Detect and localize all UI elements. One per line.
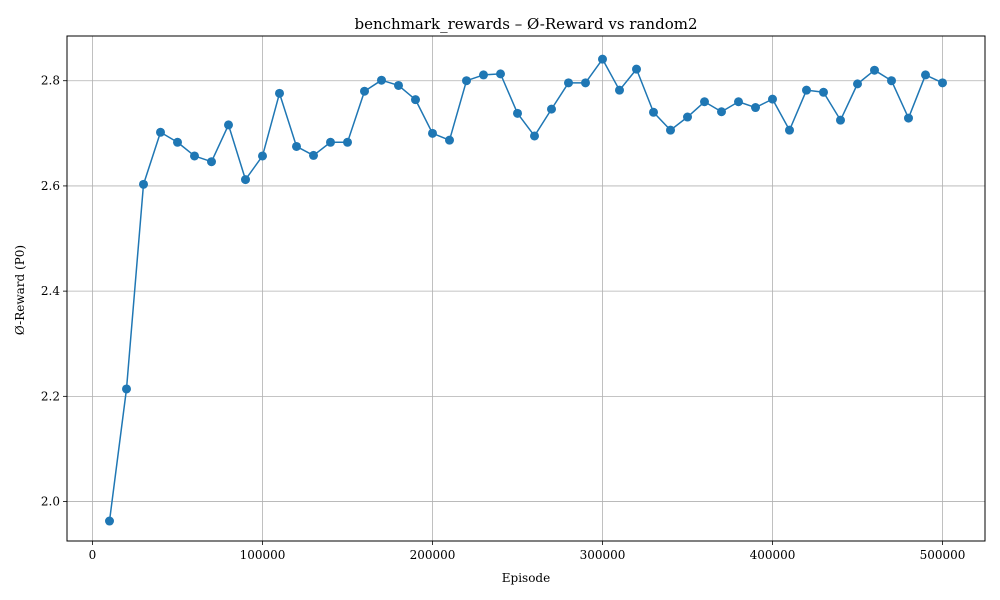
data-point <box>258 151 267 161</box>
x-tick-label: 100000 <box>240 548 286 562</box>
y-tick-label: 2.8 <box>41 74 60 88</box>
data-point <box>666 125 675 135</box>
data-point <box>275 88 284 98</box>
y-tick-label: 2.2 <box>41 389 60 403</box>
data-point <box>462 76 471 86</box>
plot-frame <box>66 35 986 542</box>
y-tick-label: 2.0 <box>41 495 60 509</box>
x-axis-label: Episode <box>502 571 550 585</box>
data-point <box>751 103 760 113</box>
data-point <box>309 150 318 160</box>
data-point <box>785 125 794 135</box>
data-point <box>887 76 896 86</box>
data-point <box>139 179 148 189</box>
data-point <box>819 87 828 97</box>
data-point <box>615 85 624 95</box>
data-point <box>224 120 233 130</box>
y-axis-label: Ø-Reward (P0) <box>13 245 27 335</box>
data-point <box>156 127 165 137</box>
data-point <box>734 97 743 107</box>
chart-title: benchmark_rewards – Ø-Reward vs random2 <box>355 15 698 33</box>
data-point <box>717 107 726 117</box>
data-point <box>411 95 420 105</box>
x-tick-label: 0 <box>89 548 97 562</box>
data-point <box>649 107 658 117</box>
series-line-layer <box>108 58 943 522</box>
data-point <box>241 175 250 185</box>
data-point <box>581 78 590 88</box>
data-point <box>547 104 556 114</box>
data-point <box>921 70 930 80</box>
data-point <box>496 69 505 79</box>
data-point <box>173 137 182 147</box>
data-point <box>853 79 862 89</box>
data-point <box>530 131 539 141</box>
data-point <box>598 54 607 64</box>
x-tick-label: 500000 <box>920 548 966 562</box>
series-markers <box>105 54 947 526</box>
data-point <box>683 112 692 122</box>
data-point <box>904 113 913 123</box>
data-point <box>870 65 879 75</box>
axis-ticks: 0 100000 200000 300000 400000 500000 2.0 2.2 2.4… <box>41 74 966 562</box>
x-tick-label: 400000 <box>750 548 796 562</box>
x-tick-label: 200000 <box>410 548 456 562</box>
data-point <box>207 157 216 167</box>
data-point <box>190 151 199 161</box>
data-point <box>768 94 777 104</box>
x-tick-label: 300000 <box>580 548 626 562</box>
data-point <box>360 86 369 96</box>
series-line <box>108 58 943 522</box>
y-tick-label: 2.4 <box>41 284 60 298</box>
y-tick-label: 2.6 <box>41 179 60 193</box>
data-point <box>632 64 641 74</box>
data-point <box>700 97 709 107</box>
data-point <box>122 384 131 394</box>
data-point <box>343 137 352 147</box>
data-point <box>326 137 335 147</box>
data-point <box>445 135 454 145</box>
data-point <box>394 80 403 90</box>
data-point <box>377 75 386 85</box>
data-point <box>802 85 811 95</box>
data-point <box>836 115 845 125</box>
data-point <box>292 141 301 151</box>
grid-lines <box>67 36 985 541</box>
data-point <box>938 78 947 88</box>
data-point <box>479 70 488 80</box>
data-point <box>564 78 573 88</box>
data-point <box>428 128 437 138</box>
data-point <box>105 516 114 526</box>
data-point <box>513 108 522 118</box>
